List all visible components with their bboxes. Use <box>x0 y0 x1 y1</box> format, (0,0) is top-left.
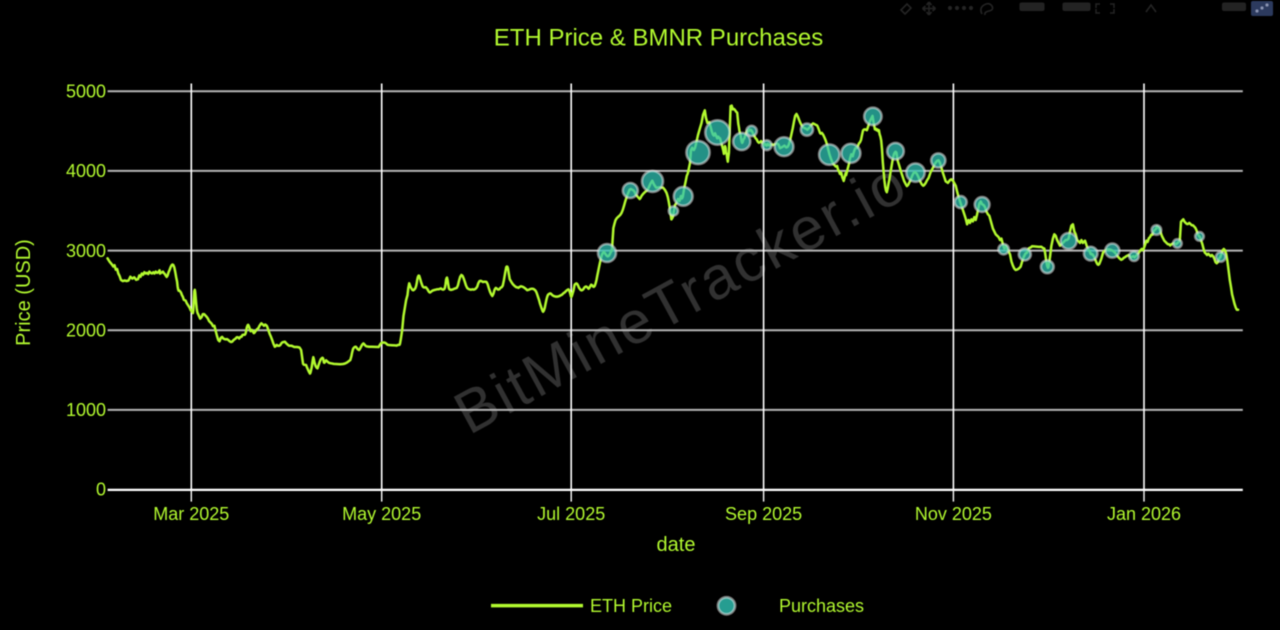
svg-text:1000: 1000 <box>66 400 106 420</box>
svg-text:Sep 2025: Sep 2025 <box>725 504 802 524</box>
svg-text:date: date <box>657 534 696 556</box>
svg-text:ETH Price: ETH Price <box>590 596 672 616</box>
svg-text:Jan 2026: Jan 2026 <box>1107 504 1181 524</box>
svg-text:Purchases: Purchases <box>779 596 864 616</box>
svg-text:0: 0 <box>96 480 106 500</box>
svg-text:2000: 2000 <box>66 320 106 340</box>
svg-text:Price (USD): Price (USD) <box>13 239 35 346</box>
svg-text:Jul 2025: Jul 2025 <box>537 504 605 524</box>
svg-text:5000: 5000 <box>66 82 106 102</box>
svg-text:Mar 2025: Mar 2025 <box>153 504 229 524</box>
svg-text:Nov 2025: Nov 2025 <box>915 504 992 524</box>
svg-text:4000: 4000 <box>66 161 106 181</box>
svg-text:3000: 3000 <box>66 241 106 261</box>
svg-text:May 2025: May 2025 <box>342 504 421 524</box>
svg-text:ETH Price & BMNR Purchases: ETH Price & BMNR Purchases <box>494 25 823 52</box>
